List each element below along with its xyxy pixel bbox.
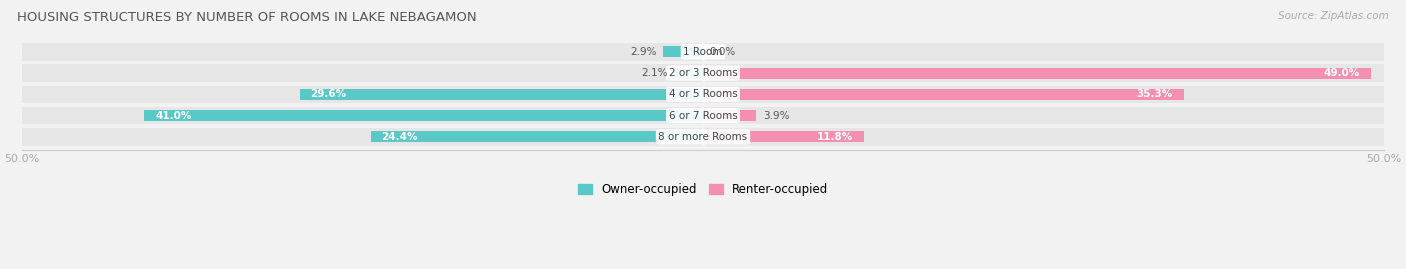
- Bar: [21, 64, 1385, 82]
- Text: 2.1%: 2.1%: [641, 68, 668, 78]
- Bar: [21, 86, 1385, 103]
- Bar: [21, 43, 1385, 61]
- Text: 41.0%: 41.0%: [155, 111, 191, 121]
- Bar: [21, 107, 1385, 124]
- Bar: [664, 46, 703, 57]
- Text: 0.0%: 0.0%: [710, 47, 737, 57]
- Bar: [703, 68, 1371, 79]
- Bar: [703, 89, 1184, 100]
- Text: 24.4%: 24.4%: [381, 132, 418, 142]
- Text: 2 or 3 Rooms: 2 or 3 Rooms: [669, 68, 737, 78]
- Bar: [299, 89, 703, 100]
- Text: Source: ZipAtlas.com: Source: ZipAtlas.com: [1278, 11, 1389, 21]
- Text: 29.6%: 29.6%: [311, 89, 347, 99]
- Bar: [703, 110, 756, 121]
- Text: 49.0%: 49.0%: [1323, 68, 1360, 78]
- Bar: [703, 131, 863, 142]
- Text: 1 Room: 1 Room: [683, 47, 723, 57]
- Text: 11.8%: 11.8%: [817, 132, 853, 142]
- Text: 3.9%: 3.9%: [763, 111, 789, 121]
- Text: 6 or 7 Rooms: 6 or 7 Rooms: [669, 111, 737, 121]
- Legend: Owner-occupied, Renter-occupied: Owner-occupied, Renter-occupied: [572, 179, 834, 201]
- Text: HOUSING STRUCTURES BY NUMBER OF ROOMS IN LAKE NEBAGAMON: HOUSING STRUCTURES BY NUMBER OF ROOMS IN…: [17, 11, 477, 24]
- Bar: [371, 131, 703, 142]
- Text: 8 or more Rooms: 8 or more Rooms: [658, 132, 748, 142]
- Bar: [675, 68, 703, 79]
- Text: 35.3%: 35.3%: [1137, 89, 1173, 99]
- Text: 2.9%: 2.9%: [630, 47, 657, 57]
- Text: 4 or 5 Rooms: 4 or 5 Rooms: [669, 89, 737, 99]
- Bar: [21, 128, 1385, 146]
- Bar: [145, 110, 703, 121]
